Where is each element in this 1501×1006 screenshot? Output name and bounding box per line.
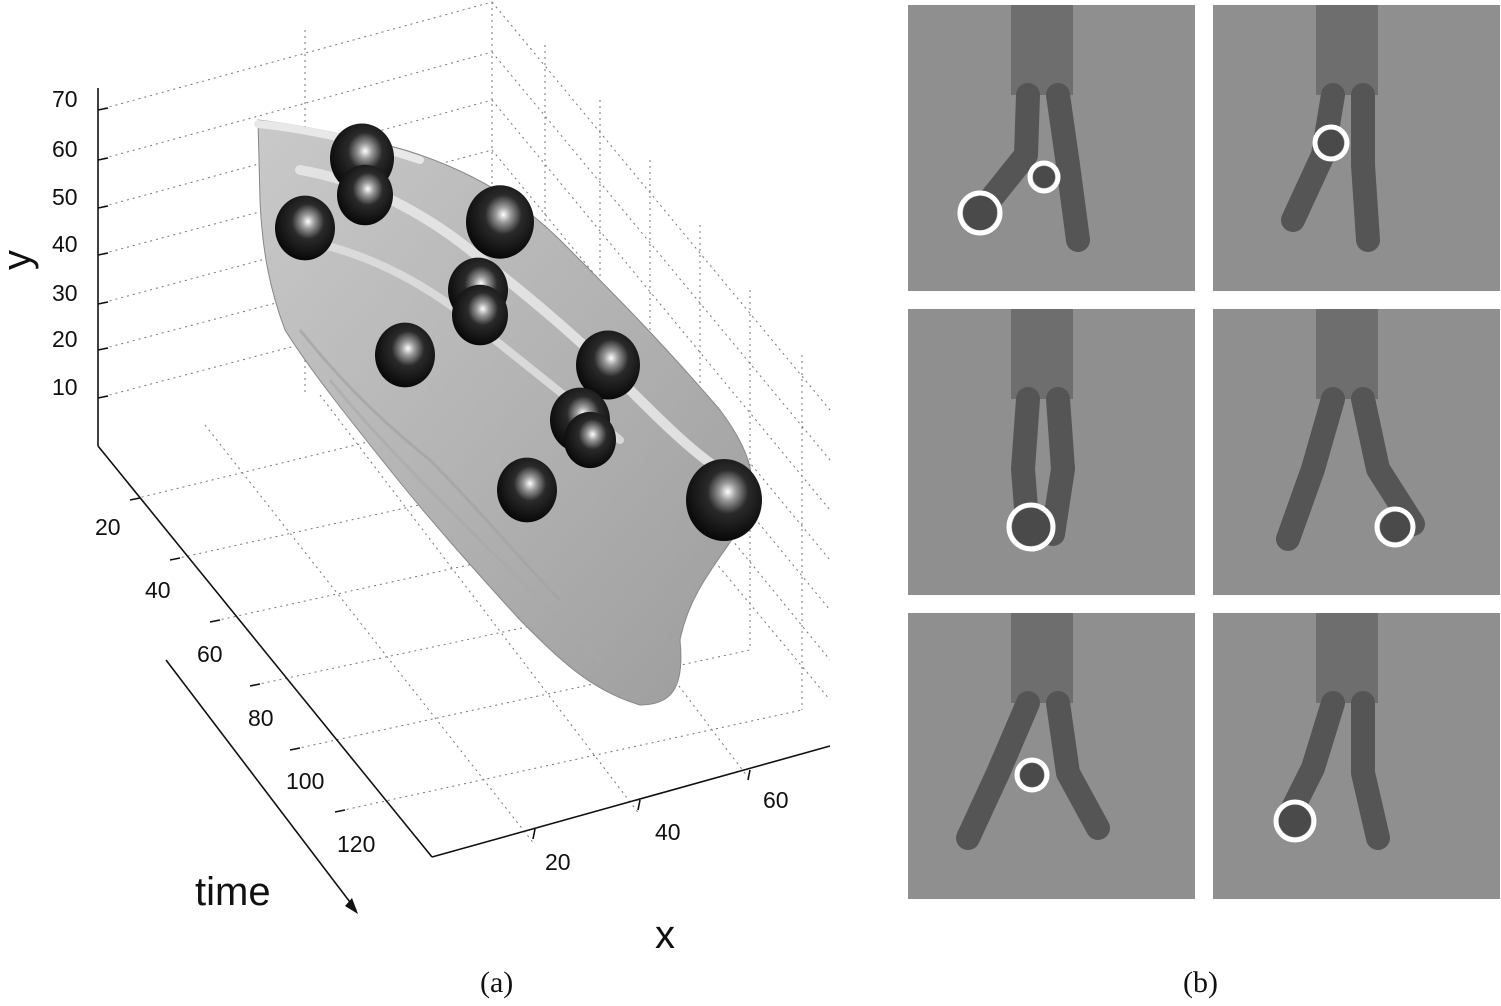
walker-leg	[1276, 387, 1345, 551]
tracked-foot	[963, 196, 997, 230]
y-tick-60: 60	[52, 136, 78, 162]
walker-torso	[1011, 613, 1073, 703]
walker-leg	[966, 83, 1040, 227]
marker-12	[686, 458, 762, 542]
time-tick-120: 120	[337, 831, 375, 857]
tracked-foot	[1020, 763, 1044, 787]
y-tick-70: 70	[52, 86, 78, 112]
time-arrow-head	[345, 898, 358, 914]
marker-2	[337, 164, 393, 226]
marker-8	[576, 330, 640, 400]
tracked-foot	[1033, 166, 1055, 188]
x-tick-20: 20	[545, 849, 571, 875]
video-frame-2	[1213, 5, 1500, 291]
walker-torso	[1316, 613, 1378, 703]
y-tick-30: 30	[52, 280, 78, 306]
marker-4	[466, 185, 534, 259]
x-tick-40: 40	[655, 819, 681, 845]
walker-torso	[1011, 5, 1073, 95]
video-frame-1	[908, 5, 1195, 291]
time-tick-20: 20	[95, 514, 121, 540]
video-frame-5	[908, 613, 1195, 899]
y-tick-40: 40	[52, 231, 78, 257]
detection-circle	[1006, 502, 1056, 552]
marker-7	[375, 322, 435, 388]
time-tick-100: 100	[286, 768, 324, 794]
x-axis-label: x	[655, 913, 675, 957]
time-tick-60: 60	[197, 641, 223, 667]
detection-circle	[1014, 757, 1050, 793]
tracked-foot	[1318, 130, 1344, 156]
walker-torso	[1316, 309, 1378, 399]
walker-leg	[1046, 83, 1090, 252]
walker-torso	[1011, 309, 1073, 399]
time-tick-40: 40	[145, 577, 171, 603]
marker-10	[564, 411, 616, 469]
tracked-foot	[1279, 805, 1311, 837]
video-frame-4	[1213, 309, 1500, 595]
walker-leg	[1351, 83, 1380, 252]
tracked-foot	[1380, 512, 1410, 542]
marker-group	[275, 123, 762, 542]
surface-plot: 70 60 50 40 30 20 10 20 40 60 80 100 120…	[0, 1, 831, 957]
walker-leg	[956, 691, 1040, 850]
marker-3	[275, 195, 335, 261]
detection-circle	[1027, 160, 1061, 194]
detection-circle	[957, 190, 1003, 236]
walker-leg	[1046, 691, 1110, 840]
walker-torso	[1316, 5, 1378, 95]
caption-b: (b)	[1183, 966, 1218, 999]
video-frame-3	[908, 309, 1195, 595]
y-tick-20: 20	[52, 326, 78, 352]
video-frame-6	[1213, 613, 1500, 899]
detection-circle	[1312, 124, 1350, 162]
y-tick-10: 10	[52, 374, 78, 400]
marker-6	[452, 284, 508, 346]
walker-leg	[1351, 691, 1390, 850]
axes	[97, 88, 831, 911]
time-tick-80: 80	[248, 705, 274, 731]
tracked-foot	[1012, 508, 1050, 546]
caption-a: (a)	[480, 966, 514, 999]
y-tick-50: 50	[52, 184, 78, 210]
x-axis-line	[431, 745, 831, 858]
marker-11	[497, 457, 557, 523]
detection-circle	[1273, 799, 1317, 843]
time-axis-line	[97, 445, 433, 858]
y-axis-label: y	[0, 250, 39, 270]
time-axis-label: time	[195, 870, 271, 914]
x-tick-60: 60	[763, 787, 789, 813]
frames-grid	[900, 0, 1501, 960]
detection-circle	[1374, 506, 1416, 548]
walker-leg	[1351, 387, 1425, 536]
walker-leg	[1041, 387, 1075, 546]
